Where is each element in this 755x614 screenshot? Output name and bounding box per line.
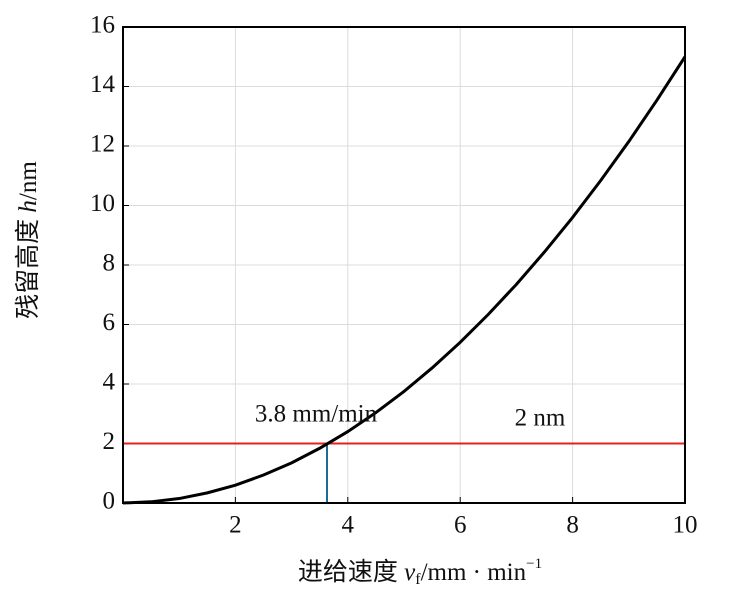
- x-tick-label: 8: [566, 512, 579, 539]
- x-tick-label: 10: [673, 512, 698, 539]
- label-part: /nm: [15, 161, 42, 200]
- y-tick-label: 4: [103, 369, 116, 396]
- curve: [122, 55, 687, 505]
- label-part: 进给速度: [298, 558, 404, 586]
- label-part: −1: [526, 556, 542, 572]
- plot-frame: [122, 26, 686, 504]
- label-part: 残留高度: [14, 213, 42, 319]
- annotation: 3.8 mm/min: [255, 401, 378, 428]
- y-tick-label: 12: [90, 131, 115, 158]
- x-axis-label: 进给速度 vf/mm · min−1: [298, 556, 542, 587]
- y-tick-label: 0: [103, 488, 116, 515]
- y-axis-label: 残留高度 h/nm: [14, 161, 42, 319]
- label-part: /mm · min: [421, 559, 527, 586]
- y-tick-label: 6: [103, 309, 116, 336]
- y-tick-label: 14: [90, 71, 116, 98]
- y-tick-label: 2: [103, 428, 116, 455]
- x-tick-label: 2: [229, 512, 242, 539]
- label-part: v: [404, 559, 416, 586]
- y-tick-label: 16: [90, 12, 115, 39]
- y-tick-label: 8: [103, 250, 116, 277]
- y-tick-label: 10: [90, 190, 115, 217]
- x-tick-label: 4: [342, 512, 355, 539]
- annotation: 2 nm: [515, 405, 566, 432]
- label-part: h: [15, 200, 42, 213]
- label-part: f: [415, 571, 421, 588]
- x-tick-label: 6: [454, 512, 467, 539]
